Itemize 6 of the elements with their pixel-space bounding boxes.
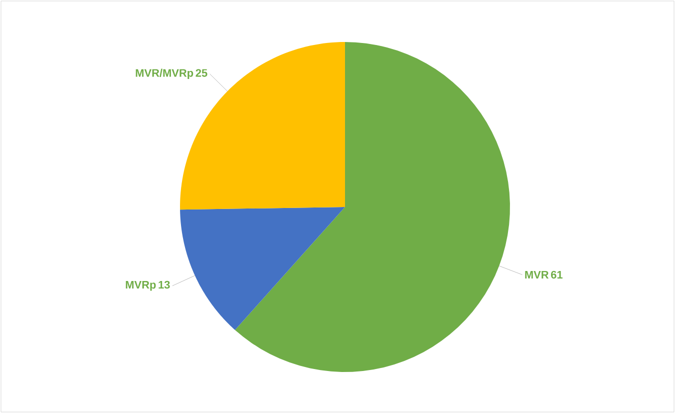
data-label: 61: [551, 270, 563, 279]
data-label: 13: [158, 280, 170, 289]
slice-label: MVR/MVRp: [136, 68, 194, 79]
data-label: 25: [196, 69, 208, 77]
slice-label: MVRp: [126, 280, 156, 291]
slice-label: MVR: [525, 270, 549, 278]
